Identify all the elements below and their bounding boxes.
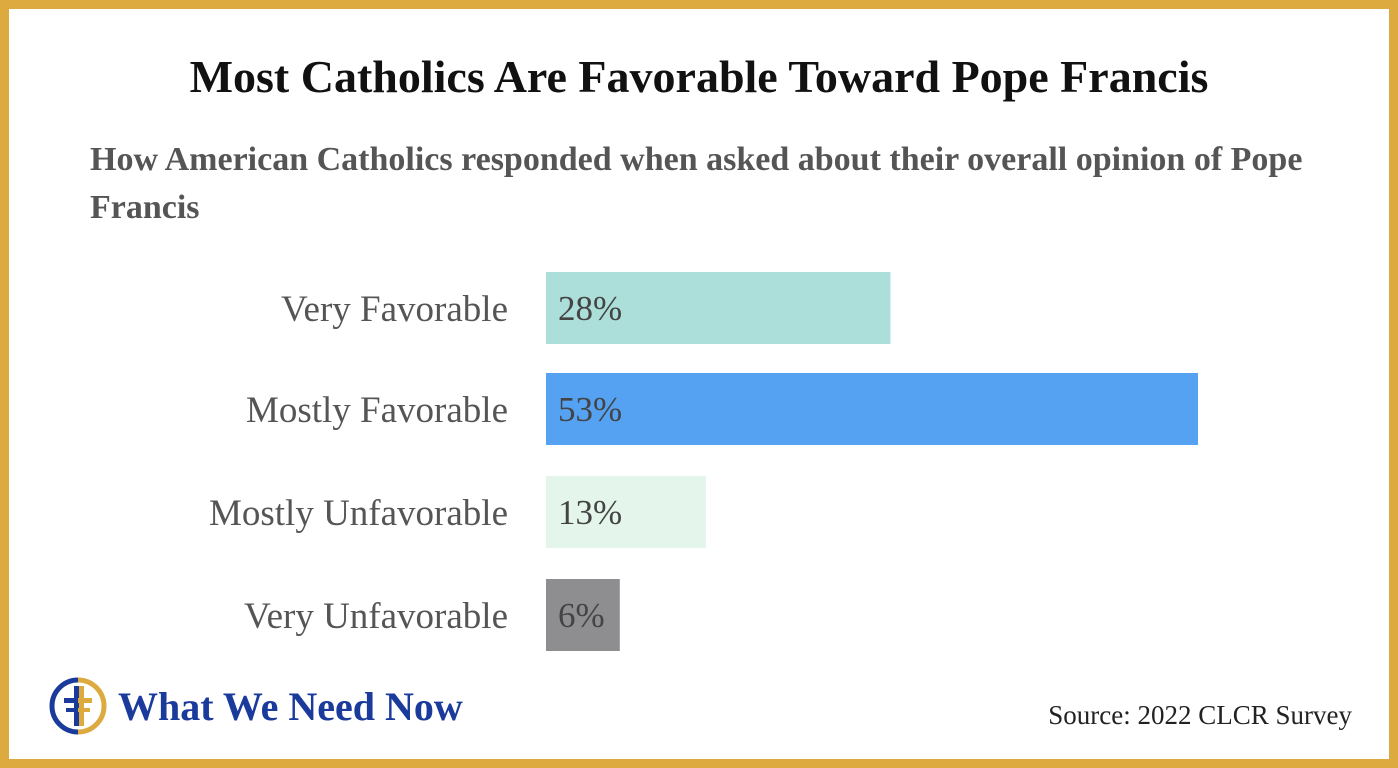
category-label: Mostly Unfavorable bbox=[209, 493, 508, 534]
category-label: Very Unfavorable bbox=[244, 596, 508, 637]
category-label: Mostly Favorable bbox=[246, 390, 508, 431]
bar-very-unfavorable bbox=[546, 579, 620, 651]
value-label: 28% bbox=[558, 289, 622, 328]
value-label: 53% bbox=[558, 390, 622, 429]
brand-name: What We Need Now bbox=[118, 683, 463, 729]
chart-title: Most Catholics Are Favorable Toward Pope… bbox=[189, 51, 1209, 102]
chart-subtitle: How American Catholics responded when as… bbox=[90, 141, 1303, 226]
source-note: Source: 2022 CLCR Survey bbox=[1048, 700, 1352, 730]
bar-mostly-unfavorable bbox=[546, 476, 706, 548]
brand-logo: What We Need Now bbox=[48, 676, 463, 736]
bar-very-favorable bbox=[546, 272, 891, 344]
value-label: 13% bbox=[558, 493, 622, 532]
category-label: Very Favorable bbox=[281, 289, 508, 330]
bar-mostly-favorable bbox=[546, 373, 1198, 445]
cross-circle-logo-icon bbox=[49, 677, 107, 735]
value-label: 6% bbox=[558, 596, 605, 635]
